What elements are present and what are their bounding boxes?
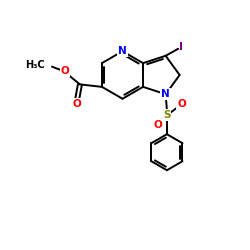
Text: N: N xyxy=(118,46,127,56)
Text: S: S xyxy=(163,110,171,120)
Text: I: I xyxy=(180,42,184,52)
Text: H₃C: H₃C xyxy=(25,60,45,70)
Text: O: O xyxy=(60,66,69,76)
Text: N: N xyxy=(161,89,170,99)
Text: O: O xyxy=(72,99,81,109)
Text: O: O xyxy=(177,99,186,109)
Text: O: O xyxy=(153,120,162,130)
